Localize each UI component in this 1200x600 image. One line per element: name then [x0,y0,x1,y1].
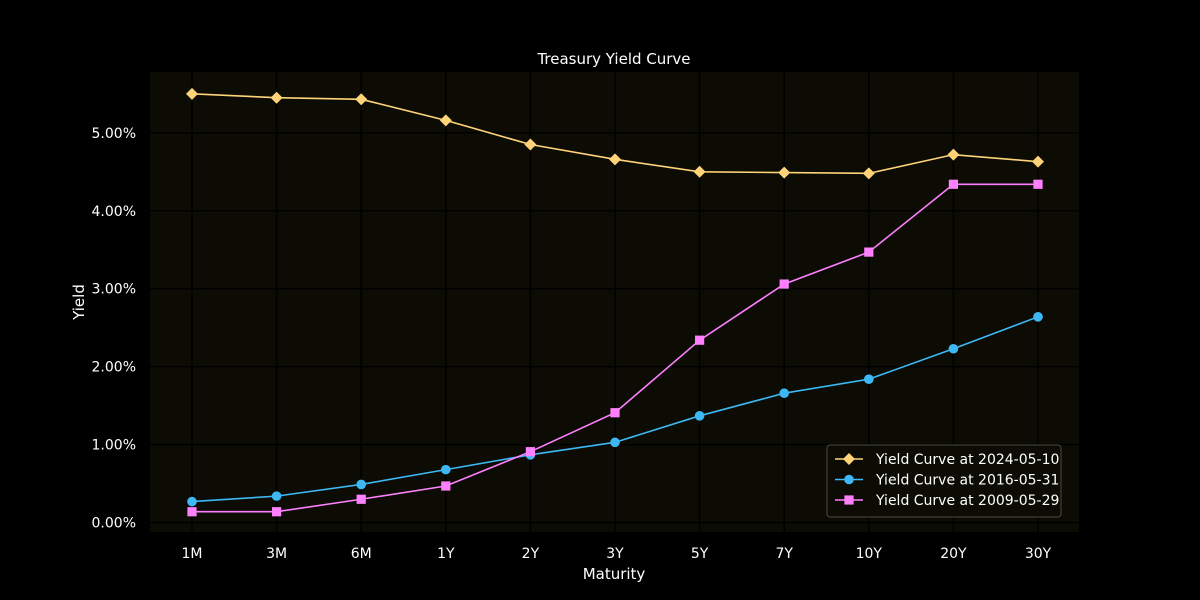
data-point [948,179,958,189]
x-tick-label: 1Y [437,546,455,562]
data-point [779,279,789,289]
x-tick-label: 6M [351,546,372,562]
x-tick-label: 3M [266,546,287,562]
series-1 [186,87,1044,180]
data-point [1033,312,1043,322]
data-point [1033,179,1043,189]
x-tick-label: 7Y [775,546,793,562]
data-point [441,464,451,475]
data-point [694,411,705,421]
legend-marker [844,495,854,505]
y-tick-label: 0.00% [92,516,136,532]
data-point [947,148,960,161]
legend-marker [844,474,854,485]
data-point [864,374,874,384]
data-point [525,447,535,457]
data-point [610,437,620,448]
data-point [187,507,197,517]
data-point [272,507,282,517]
x-tick-label: 1M [182,546,203,562]
data-point [1032,155,1044,168]
data-point [524,138,537,151]
data-point [356,479,367,490]
y-tick-label: 2.00% [92,360,136,376]
data-point [693,165,706,178]
legend-label: Yield Curve at 2024-05-10 [875,452,1059,468]
data-point [610,408,620,418]
data-point [862,167,875,180]
legend-entry: Yield Curve at 2024-05-10 [835,452,1059,468]
legend-label: Yield Curve at 2016-05-31 [875,473,1059,489]
data-point [270,91,283,104]
x-tick-label: 20Y [940,546,967,562]
data-point [355,93,368,106]
data-point [271,491,282,501]
y-tick-label: 4.00% [92,204,136,220]
x-tick-label: 10Y [856,546,883,562]
y-tick-label: 5.00% [92,126,136,142]
data-point [948,343,959,354]
series-2 [187,312,1043,507]
data-point [441,481,451,491]
legend-entry: Yield Curve at 2009-05-29 [835,493,1059,509]
chart-title: Treasury Yield Curve [536,50,690,68]
series-3 [187,179,1043,517]
data-point [356,494,366,504]
data-point [186,87,198,100]
x-tick-label: 3Y [606,546,624,562]
data-point [695,335,705,345]
data-point [439,114,452,127]
legend-label: Yield Curve at 2009-05-29 [875,493,1059,509]
y-tick-label: 3.00% [92,282,136,298]
x-axis-label: Maturity [583,565,646,583]
x-tick-label: 30Y [1025,546,1052,562]
y-axis-label: Yield [70,284,88,321]
y-tick-label: 1.00% [92,438,136,454]
data-point [864,247,874,257]
legend-entry: Yield Curve at 2016-05-31 [835,473,1059,489]
data-point [778,166,791,179]
x-tick-label: 2Y [522,546,540,562]
legend-items: Yield Curve at 2024-05-10 Yield Curve at … [835,452,1059,509]
data-point [187,496,197,507]
series-layer [186,87,1044,517]
x-tick-label: 5Y [691,546,709,562]
data-point [779,388,789,399]
legend-box [826,444,1062,518]
legend-marker [843,453,855,465]
ticks-layer: 1M 3M 6M 1Y 2Y 3Y 5Y 7Y 10Y 20Y 30Y 0.00% 1.00% 2.00%… [92,126,1052,562]
legend: Yield Curve at 2024-05-10 Yield Curve at … [826,444,1062,518]
data-point [609,153,621,166]
